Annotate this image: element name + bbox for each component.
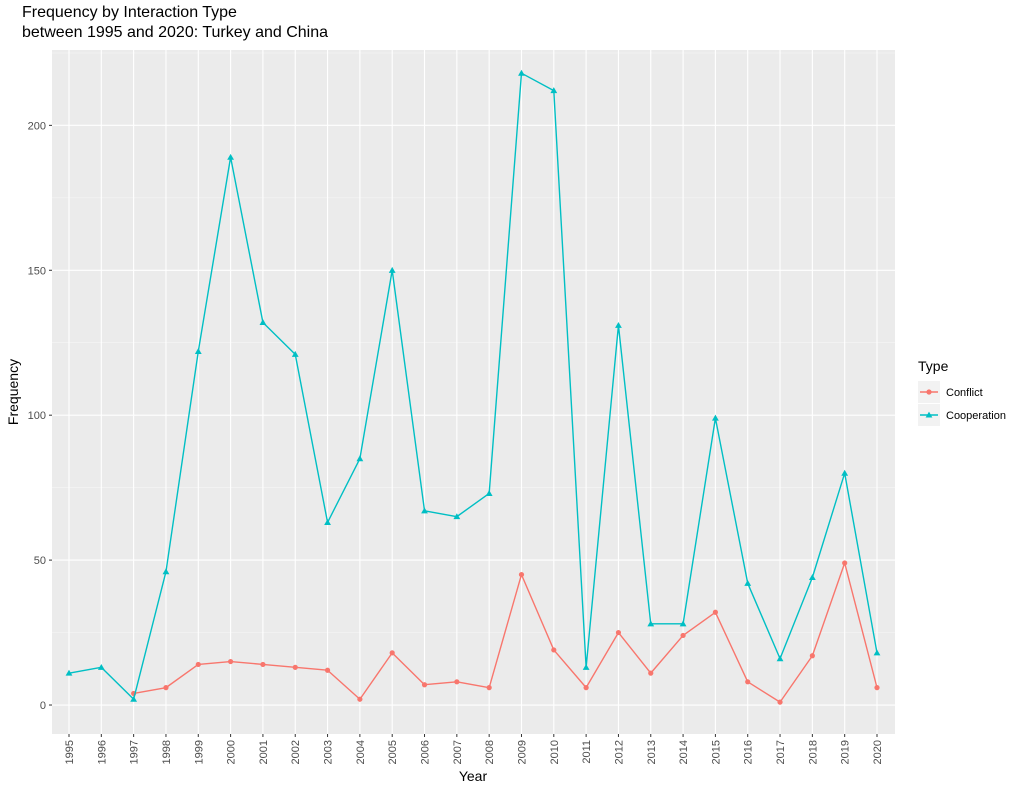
data-point-conflict (745, 679, 751, 685)
x-tick-label: 2014 (678, 740, 690, 764)
x-tick-label: 2020 (872, 740, 884, 764)
y-tick-label: 50 (34, 555, 46, 567)
y-axis-title: Frequency (5, 359, 21, 425)
x-tick-label: 2011 (581, 740, 593, 764)
data-point-cooperation (647, 620, 655, 627)
data-point-cooperation (582, 663, 590, 670)
data-point-conflict (551, 647, 557, 653)
x-axis-title: Year (459, 768, 488, 784)
chart-title-line-1: Frequency by Interaction Type (22, 4, 237, 21)
data-point-cooperation (259, 319, 267, 325)
data-point-cooperation (227, 153, 234, 160)
y-tick-label: 0 (40, 700, 46, 712)
series-cooperation (65, 69, 881, 702)
data-point-conflict (421, 682, 428, 688)
data-point-cooperation (712, 414, 719, 421)
x-tick-label: 2015 (710, 740, 722, 764)
data-point-cooperation (873, 649, 881, 656)
data-point-conflict (583, 685, 589, 691)
data-point-cooperation (65, 669, 73, 676)
data-point-cooperation (324, 519, 331, 525)
legend: Type Conflict Cooperation (918, 358, 1006, 426)
data-point-conflict (228, 658, 234, 665)
data-point-conflict (615, 629, 622, 636)
y-tick-label: 200 (28, 120, 46, 132)
data-point-cooperation (485, 490, 493, 496)
data-point-conflict (777, 699, 783, 705)
data-point-conflict (518, 571, 525, 578)
data-point-cooperation (744, 579, 752, 586)
legend-marker-cooperation (925, 411, 933, 418)
x-tick-label: 1997 (129, 740, 141, 764)
data-point-conflict (389, 650, 395, 656)
data-point-conflict (680, 632, 686, 639)
data-point-cooperation (162, 568, 170, 575)
data-point-conflict (195, 661, 201, 668)
data-point-cooperation (550, 87, 558, 94)
data-point-conflict (163, 685, 169, 691)
x-tick-label: 1998 (161, 740, 173, 764)
data-point-cooperation (388, 266, 396, 273)
x-tick-label: 2012 (613, 740, 625, 764)
data-point-cooperation (679, 620, 687, 627)
legend-title: Type (918, 358, 949, 374)
x-tick-label: 2004 (355, 740, 367, 764)
x-tick-label: 2000 (226, 740, 238, 764)
x-axis: 1995 1996 1997 1998 1999 2000 2001 2002 2003 2004… (64, 734, 884, 764)
series-line-cooperation (68, 72, 878, 700)
data-point-conflict (648, 670, 654, 676)
data-point-conflict (486, 685, 492, 691)
x-tick-label: 2006 (420, 740, 432, 764)
x-tick-label: 1996 (96, 740, 108, 764)
chart-title-line-2: between 1995 and 2020: Turkey and China (22, 24, 329, 41)
y-tick-label: 150 (28, 265, 46, 277)
x-tick-label: 1995 (64, 740, 76, 764)
series-line-conflict (133, 562, 878, 703)
data-point-conflict (454, 679, 460, 685)
x-tick-label: 2008 (484, 740, 496, 764)
data-point-cooperation (841, 469, 849, 476)
data-point-conflict (357, 696, 363, 702)
data-point-conflict (260, 661, 266, 668)
data-point-cooperation (421, 507, 428, 514)
x-tick-label: 2017 (775, 740, 787, 764)
legend-marker-conflict (926, 389, 932, 395)
legend-label-cooperation: Cooperation (946, 410, 1006, 422)
x-tick-label: 2001 (258, 740, 270, 764)
x-tick-label: 2002 (290, 740, 302, 764)
data-point-cooperation (130, 695, 138, 702)
x-tick-label: 2019 (840, 740, 852, 764)
data-point-conflict (874, 685, 880, 691)
x-tick-label: 2010 (549, 740, 561, 764)
data-point-cooperation (194, 348, 202, 354)
x-tick-label: 2007 (452, 740, 464, 764)
legend-label-conflict: Conflict (946, 387, 983, 399)
data-point-cooperation (97, 663, 105, 670)
data-point-cooperation (776, 655, 784, 662)
x-tick-label: 2016 (743, 740, 755, 764)
data-point-conflict (712, 609, 719, 615)
y-axis: 0 50 100 150 200 (28, 120, 52, 712)
data-point-conflict (324, 667, 331, 673)
data-point-conflict (809, 653, 815, 659)
x-tick-label: 2013 (646, 740, 658, 764)
series-layer (65, 69, 881, 705)
grid-major (52, 50, 895, 734)
data-point-conflict (842, 560, 848, 566)
x-tick-label: 2018 (807, 740, 819, 764)
data-point-cooperation (615, 321, 622, 328)
data-point-cooperation (808, 574, 816, 581)
data-point-conflict (292, 664, 298, 670)
x-tick-label: 2003 (323, 740, 335, 764)
x-tick-label: 2009 (516, 740, 528, 764)
data-point-cooperation (356, 455, 364, 462)
data-point-cooperation (518, 69, 525, 76)
y-tick-label: 100 (28, 410, 46, 422)
data-point-cooperation (291, 350, 299, 357)
x-tick-label: 1999 (193, 740, 205, 764)
x-tick-label: 2005 (387, 740, 399, 764)
data-point-cooperation (453, 513, 461, 520)
grid-minor (52, 52, 895, 633)
